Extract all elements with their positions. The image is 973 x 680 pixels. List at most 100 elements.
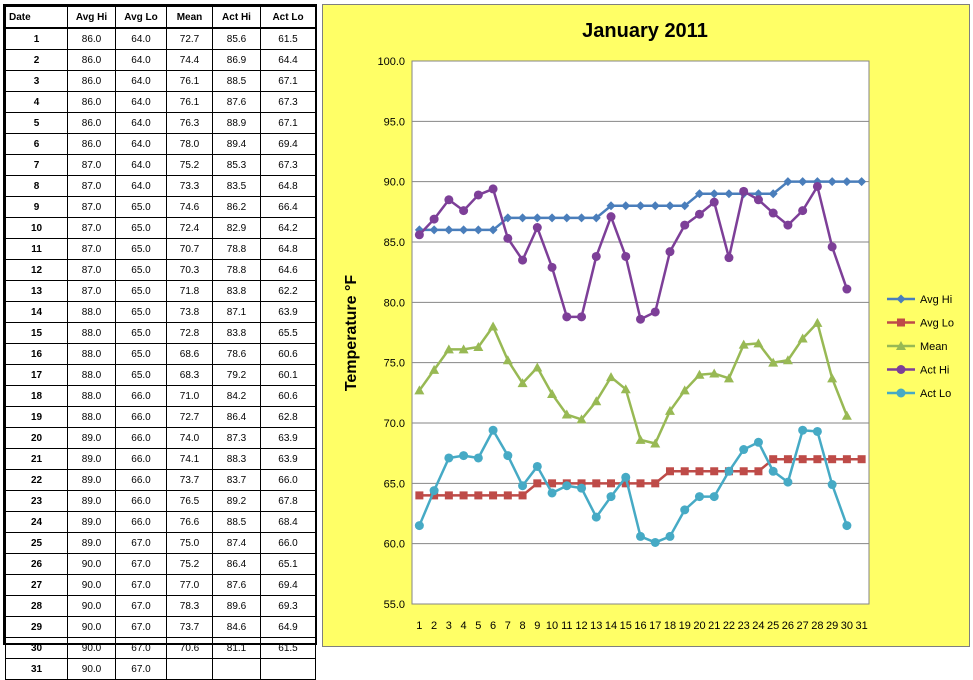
table-cell: 72.7 [166,27,213,50]
legend-marker [897,318,905,327]
table-cell: 78.8 [212,259,261,281]
table-cell: 73.7 [166,616,213,638]
data-point-act-lo [429,486,439,496]
table-cell: 83.8 [212,280,261,302]
data-point-act-lo [606,492,616,502]
table-cell: 74.0 [166,427,213,449]
x-tick-label: 5 [475,620,481,632]
table-cell: 88.3 [212,448,261,470]
data-point-act-lo [577,483,587,493]
table-cell: 66.4 [260,196,316,218]
table-cell: 90.0 [67,637,116,659]
data-point-mean [473,341,484,351]
table-cell: 87.1 [212,301,261,323]
table-cell: 86.0 [67,49,116,71]
table-cell: 76.1 [166,70,213,92]
y-tick-label: 80.0 [384,297,405,309]
data-point-act-hi [488,184,498,194]
table-row: 17 88.0 65.0 68.3 79.2 60.1 [5,364,316,386]
table-cell: 63.9 [260,301,316,323]
data-point-mean [768,357,779,367]
table-cell: 88.5 [212,70,261,92]
data-point-act-lo [827,480,837,490]
data-point-avg-hi [547,213,557,223]
data-point-act-lo [621,472,631,482]
table-cell: 83.8 [212,322,261,344]
data-point-avg-hi [591,213,601,223]
x-tick-label: 24 [752,620,764,632]
table-cell: 67.0 [115,616,167,638]
y-tick-label: 65.0 [384,478,405,490]
data-point-avg-hi [562,213,572,223]
data-point-mean [812,317,823,327]
data-point-mean [502,355,513,365]
x-tick-label: 12 [575,620,587,632]
table-cell-date: 10 [5,217,68,239]
x-tick-label: 28 [811,620,823,632]
table-cell-date: 26 [5,553,68,575]
table-row: 5 86.0 64.0 76.3 88.9 67.1 [5,112,316,134]
data-point-avg-hi [606,201,616,211]
table-cell: 87.6 [212,91,261,113]
table-cell-date: 11 [5,238,68,260]
table-cell-date: 2 [5,49,68,71]
data-point-act-lo [842,521,852,531]
data-point-act-lo [473,453,483,463]
table-cell: 90.0 [67,574,116,596]
table-cell-date: 23 [5,490,68,512]
data-point-act-hi [812,181,822,191]
table-cell: 89.2 [212,490,261,512]
table-cell: 66.0 [115,448,167,470]
table-cell: 87.0 [67,175,116,197]
data-point-act-lo [562,481,572,491]
table-cell: 83.7 [212,469,261,491]
data-point-avg-hi [577,213,587,223]
table-cell: 66.0 [115,511,167,533]
y-tick-label: 70.0 [384,418,405,430]
table-cell: 65.0 [115,301,167,323]
table-row: 16 88.0 65.0 68.6 78.6 60.6 [5,343,316,365]
data-point-avg-lo [857,455,866,464]
x-tick-label: 25 [767,620,779,632]
data-point-mean [591,396,602,406]
table-cell: 65.0 [115,196,167,218]
plot-background [411,60,870,605]
table-cell: 69.4 [260,574,316,596]
table-cell: 86.0 [67,70,116,92]
table-cell: 89.0 [67,532,116,554]
data-point-avg-lo [739,467,748,476]
table-cell: 66.0 [115,469,167,491]
data-point-act-hi [414,230,424,240]
table-cell: 64.0 [115,27,167,50]
table-cell-date: 5 [5,112,68,134]
table-cell: 89.0 [67,511,116,533]
table-cell: 86.0 [67,133,116,155]
table-cell: 86.0 [67,91,116,113]
table-cell: 60.6 [260,385,316,407]
data-point-avg-hi [488,225,498,235]
legend-item-avg-lo: Avg Lo [887,318,954,330]
table-cell: 66.0 [115,385,167,407]
table-cell-date: 21 [5,448,68,470]
table-row: 3 86.0 64.0 76.1 88.5 67.1 [5,70,316,92]
table-cell: 69.3 [260,595,316,617]
table-cell: 67.1 [260,112,316,134]
data-point-avg-hi [459,225,469,235]
data-point-act-lo [591,512,601,522]
table-cell: 83.5 [212,175,261,197]
table-cell: 77.0 [166,574,213,596]
table-cell: 70.7 [166,238,213,260]
x-tick-label: 21 [708,620,720,632]
table-cell: 90.0 [67,616,116,638]
table-cell: 65.0 [115,217,167,239]
data-point-avg-lo [636,479,645,488]
table-cell: 88.0 [67,322,116,344]
data-point-act-lo [518,481,528,491]
data-point-act-lo [783,477,793,487]
data-point-mean [620,384,631,394]
table-cell: 67.0 [115,658,167,680]
y-tick-label: 90.0 [384,177,405,189]
table-row: 30 90.0 67.0 70.6 81.1 61.5 [5,637,316,659]
data-point-act-hi [532,223,542,233]
table-cell: 64.0 [115,112,167,134]
